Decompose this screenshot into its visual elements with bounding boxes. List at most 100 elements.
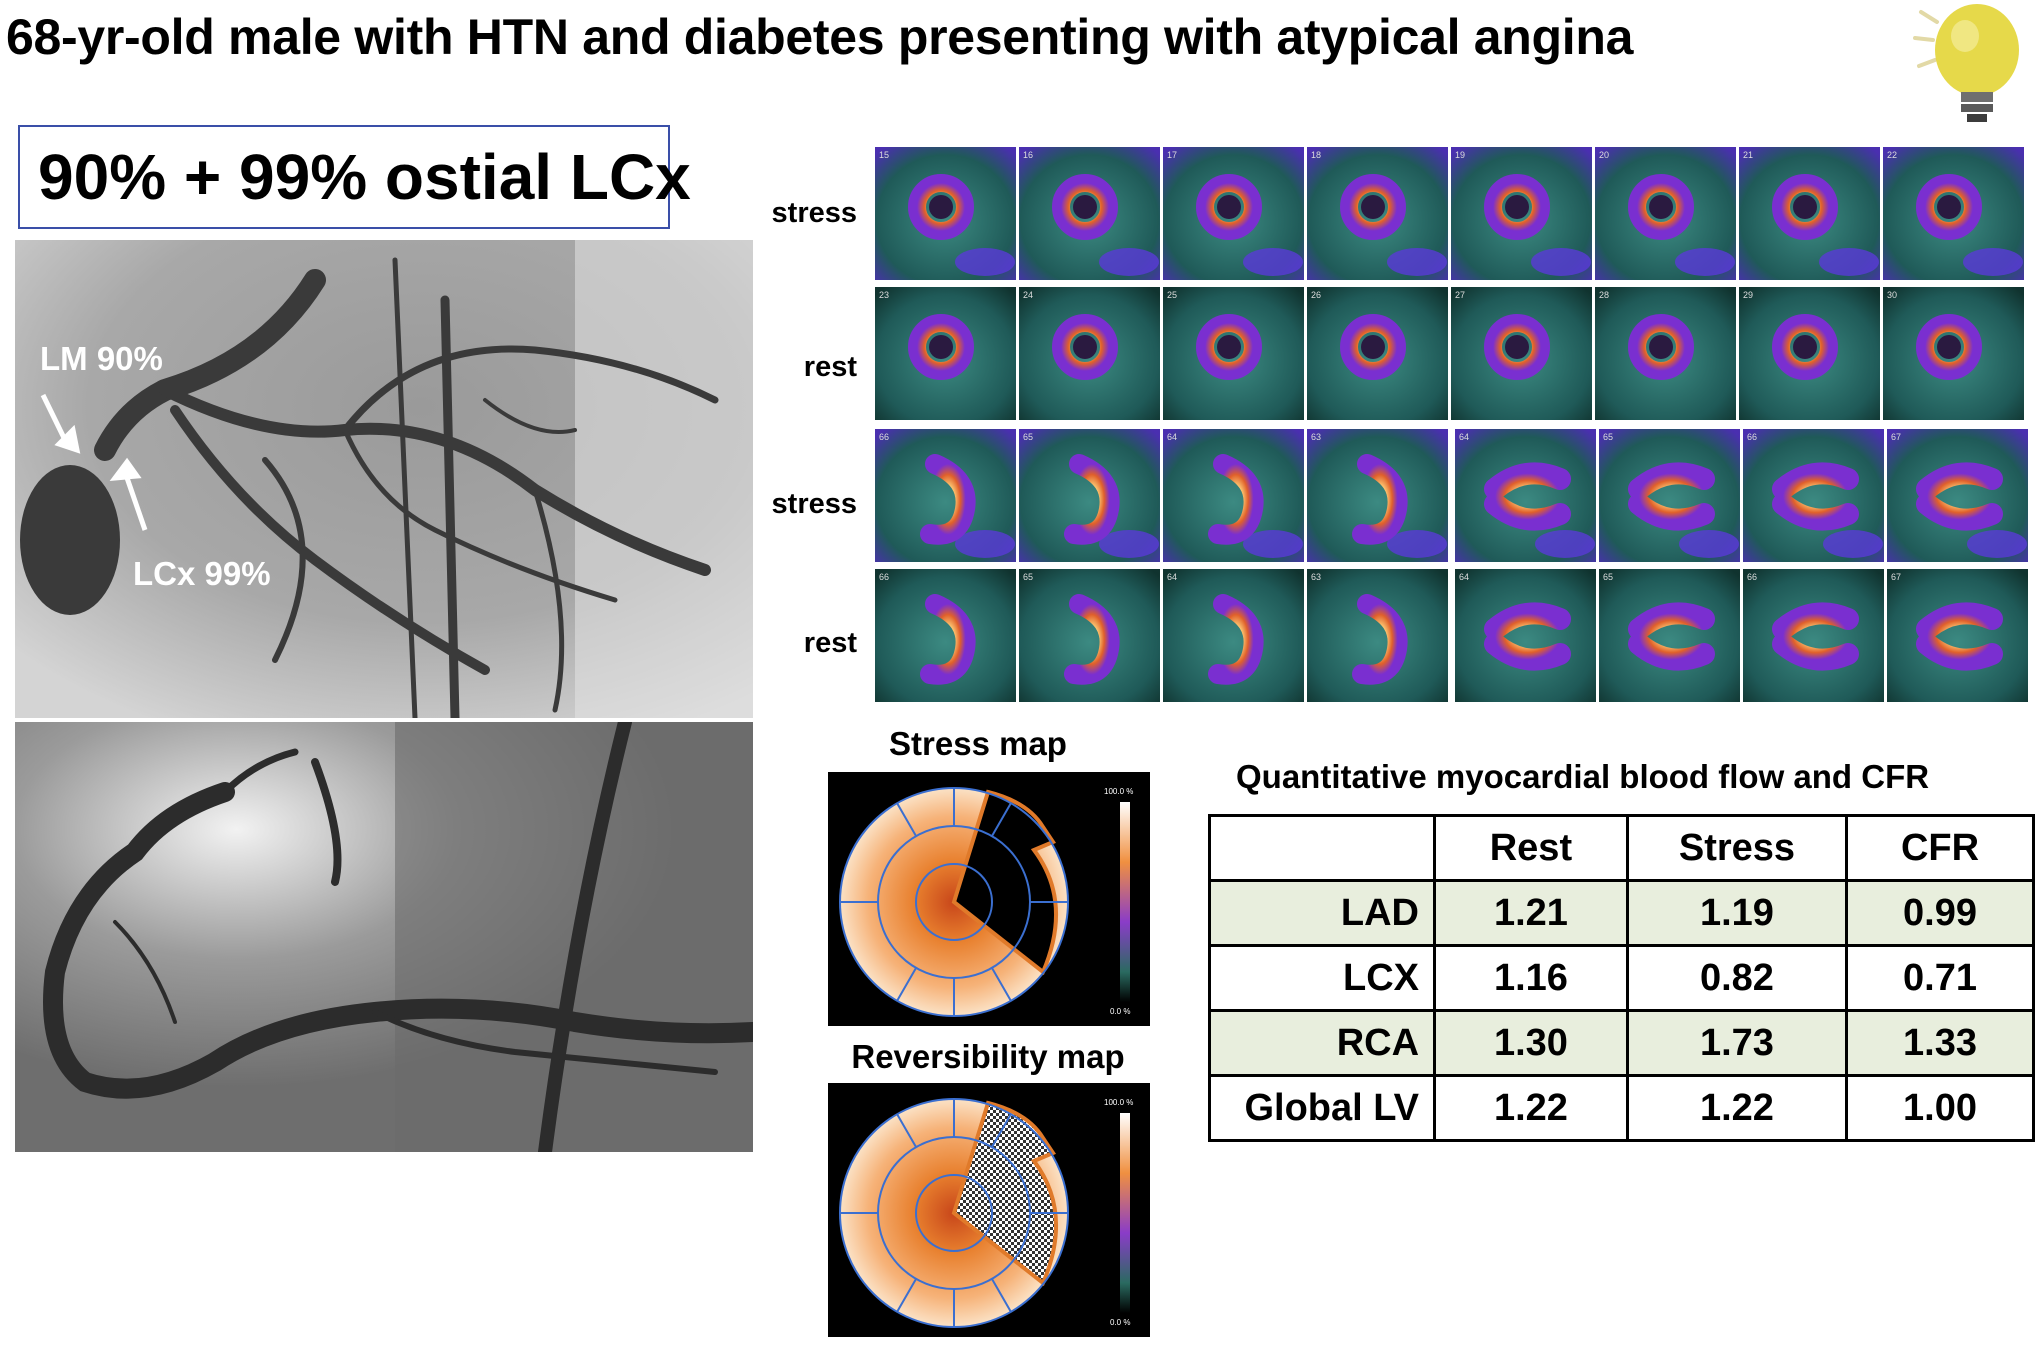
frame-number: 27 [1455,290,1465,300]
spect-tile: 15 [875,147,1016,280]
scale-max-label: 100.0 % [1104,787,1133,796]
cfr-cell: 0.71 [1845,944,2035,1012]
spect-row-label: rest [803,351,857,383]
cfr-cell: 0.99 [1845,879,2035,947]
spect-tile: 66 [875,429,1016,562]
stenosis-label: 90% + 99% ostial LCx [38,141,691,213]
frame-number: 66 [879,432,889,442]
spect-tile: 21 [1739,147,1880,280]
lcx-annotation: LCx 99% [133,555,271,592]
right-coronary-angiogram [15,722,753,1152]
territory-cell: RCA [1207,1009,1437,1077]
frame-number: 15 [879,150,889,160]
frame-number: 30 [1887,290,1897,300]
frame-number: 66 [1747,432,1757,442]
spect-tile: 18 [1307,147,1448,280]
frame-number: 65 [1023,572,1033,582]
frame-number: 64 [1167,572,1177,582]
table-header-blank [1207,814,1437,882]
frame-number: 65 [1023,432,1033,442]
spect-tile: 16 [1019,147,1160,280]
table-row: RCA 1.30 1.73 1.33 [1207,1009,2035,1077]
frame-number: 64 [1459,572,1469,582]
frame-number: 23 [879,290,889,300]
spect-tile: 17 [1163,147,1304,280]
cfr-cell: 1.00 [1845,1074,2035,1142]
lm-annotation: LM 90% [40,340,163,377]
cfr-cell: 1.33 [1845,1009,2035,1077]
rest-cell: 1.22 [1433,1074,1629,1142]
frame-number: 21 [1743,150,1753,160]
rest-cell: 1.21 [1433,879,1629,947]
frame-number: 22 [1887,150,1897,160]
spect-tile: 30 [1883,287,2024,420]
spect-row-label: stress [771,197,857,229]
spect-tile: 64 [1455,569,1596,702]
spect-tile: 28 [1595,287,1736,420]
slide-title: 68-yr-old male with HTN and diabetes pre… [6,9,1634,65]
frame-number: 65 [1603,572,1613,582]
spect-tile: 64 [1163,429,1304,562]
scale-max-label: 100.0 % [1104,1098,1133,1107]
scale-min-label: 0.0 % [1110,1318,1130,1327]
reversibility-polar-map: 100.0 % 0.0 % [828,1083,1150,1337]
frame-number: 20 [1599,150,1609,160]
stress-cell: 1.73 [1625,1009,1849,1077]
stress-map-title: Stress map [889,725,1067,762]
spect-tile: 66 [1743,429,1884,562]
left-coronary-angiogram: LM 90% LCx 99% [15,240,753,718]
spect-tile: 64 [1455,429,1596,562]
spect-tile: 19 [1451,147,1592,280]
stress-polar-map: 100.0 % 0.0 % [828,772,1150,1026]
spect-row-label: stress [771,488,857,520]
mbf-table: Rest Stress CFR LAD 1.21 1.19 0.99 LCX 1… [1207,814,2035,1142]
spect-tile: 67 [1887,429,2028,562]
stress-cell: 1.19 [1625,879,1849,947]
lightbulb-icon [1913,4,2019,122]
frame-number: 26 [1311,290,1321,300]
spect-image-grid: 15 16 17 18 19 20 21 22 23 24 25 26 27 28 29 30 66 65 64 63… [875,147,2035,709]
table-header-rest: Rest [1433,814,1629,882]
table-row: Global LV 1.22 1.22 1.00 [1207,1074,2035,1142]
frame-number: 66 [879,572,889,582]
spect-tile: 63 [1307,569,1448,702]
spect-tile: 29 [1739,287,1880,420]
table-header-cfr: CFR [1845,814,2035,882]
spect-tile: 65 [1599,429,1740,562]
frame-number: 65 [1603,432,1613,442]
spect-tile: 20 [1595,147,1736,280]
stenosis-label-box: 90% + 99% ostial LCx [18,125,691,229]
table-row: LAD 1.21 1.19 0.99 [1207,879,2035,947]
stress-cell: 0.82 [1625,944,1849,1012]
frame-number: 63 [1311,432,1321,442]
spect-tile: 25 [1163,287,1304,420]
territory-cell: LAD [1207,879,1437,947]
rest-cell: 1.30 [1433,1009,1629,1077]
spect-tile: 65 [1599,569,1740,702]
frame-number: 67 [1891,572,1901,582]
frame-number: 24 [1023,290,1033,300]
spect-tile: 63 [1307,429,1448,562]
spect-tile: 67 [1887,569,2028,702]
frame-number: 29 [1743,290,1753,300]
scale-min-label: 0.0 % [1110,1007,1130,1016]
frame-number: 18 [1311,150,1321,160]
frame-number: 67 [1891,432,1901,442]
spect-tile: 24 [1019,287,1160,420]
spect-tile: 64 [1163,569,1304,702]
frame-number: 64 [1167,432,1177,442]
frame-number: 17 [1167,150,1177,160]
spect-tile: 23 [875,287,1016,420]
mbf-table-title: Quantitative myocardial blood flow and C… [1236,758,1930,795]
spect-row-label: rest [803,627,857,659]
spect-tile: 22 [1883,147,2024,280]
frame-number: 28 [1599,290,1609,300]
spect-tile: 65 [1019,569,1160,702]
table-header-stress: Stress [1625,814,1849,882]
territory-cell: Global LV [1207,1074,1437,1142]
spect-tile: 27 [1451,287,1592,420]
spect-tile: 65 [1019,429,1160,562]
reversibility-map-title: Reversibility map [851,1038,1125,1075]
stress-cell: 1.22 [1625,1074,1849,1142]
spect-tile: 66 [875,569,1016,702]
